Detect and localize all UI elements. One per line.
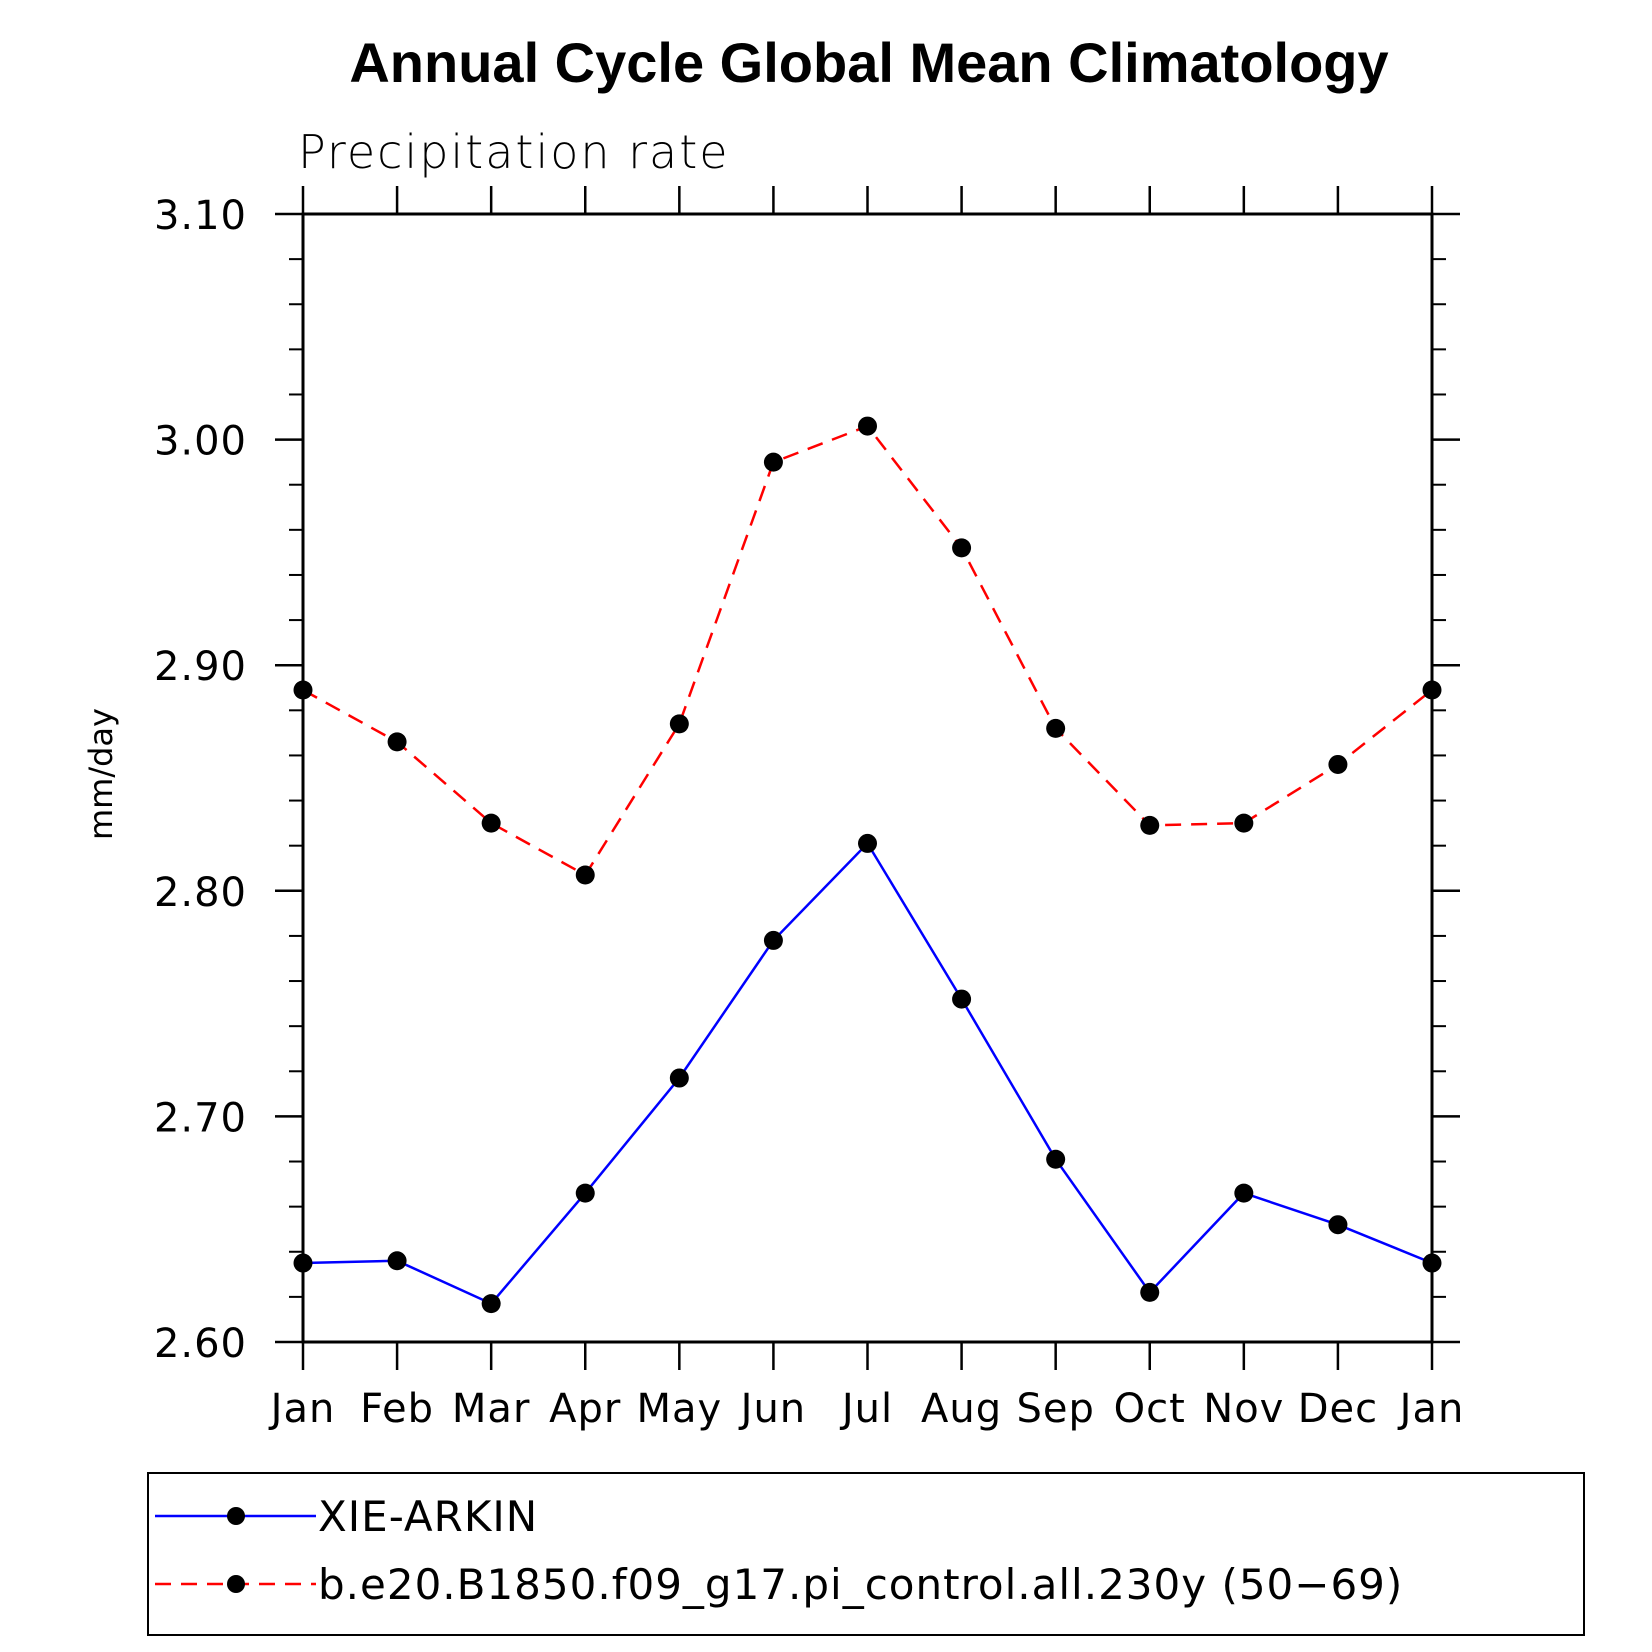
series-1-point: [763, 452, 783, 472]
chart-title: Annual Cycle Global Mean Climatology: [349, 31, 1388, 94]
series-1-point: [293, 680, 313, 700]
series-0-point: [387, 1251, 407, 1271]
series-0-point: [1046, 1149, 1066, 1169]
y-tick-label: 2.90: [154, 644, 247, 690]
series-1-point: [858, 416, 877, 436]
series-0-point: [1234, 1183, 1254, 1203]
tick-labels: Jan Feb Mar Apr May Jun Jul Aug Sep Oct Nov Dec Jan 2…: [154, 193, 1465, 1432]
series-0-point: [575, 1183, 595, 1203]
y-axis-label: mm/day: [82, 708, 120, 840]
x-tick-label: Jan: [1397, 1386, 1465, 1432]
y-tick-label: 2.70: [154, 1095, 247, 1141]
x-tick-label: Jan: [268, 1386, 336, 1432]
y-tick-label: 2.80: [154, 870, 247, 916]
y-tick-label: 2.60: [154, 1321, 247, 1367]
legend: XIE-ARKIN b.e20.B1850.f09_g17.pi_control…: [147, 1472, 1585, 1636]
y-tick-label: 3.10: [154, 193, 247, 239]
x-tick-label: Oct: [1114, 1386, 1186, 1432]
x-tick-label: Apr: [549, 1386, 621, 1432]
series-1-point: [575, 865, 595, 885]
legend-box: [147, 1472, 1585, 1636]
x-tick-label: Sep: [1016, 1386, 1094, 1432]
series-1-point: [1234, 813, 1254, 833]
chart-subtitle: Precipitation rate: [298, 125, 730, 179]
series-0-point: [858, 833, 877, 853]
plot-frame: [301, 212, 1434, 1344]
x-tick-label: Jul: [839, 1386, 893, 1432]
series-line-0: [302, 841, 1433, 1306]
series-group: [293, 416, 1442, 1314]
x-tick-label: Aug: [921, 1386, 1002, 1432]
series-1-point: [481, 813, 501, 833]
legend-marker-model: [227, 1575, 245, 1593]
series-0-point: [669, 1068, 689, 1088]
series-1-point: [387, 732, 407, 752]
series-1-point: [1328, 754, 1348, 774]
x-tick-label: Jun: [738, 1386, 807, 1432]
series-1-point: [1422, 680, 1442, 700]
x-tick-label: Feb: [360, 1386, 434, 1432]
legend-marker-xie-arkin: [227, 1507, 245, 1525]
series-1-point: [952, 538, 972, 558]
series-0-point: [1422, 1253, 1442, 1273]
x-tick-label: May: [636, 1386, 722, 1432]
series-0-point: [1140, 1282, 1160, 1302]
series-0-point: [293, 1253, 313, 1273]
series-line-1: [302, 424, 1433, 877]
series-1-point: [669, 714, 689, 734]
y-tick-label: 3.00: [154, 419, 247, 465]
legend-label-model: b.e20.B1850.f09_g17.pi_control.all.230y …: [318, 1560, 1403, 1609]
series-0-point: [1328, 1215, 1348, 1235]
series-0-point: [952, 989, 972, 1009]
ticks: [275, 186, 1460, 1370]
x-tick-label: Mar: [452, 1386, 530, 1432]
series-1-point: [1046, 718, 1066, 738]
x-tick-label: Dec: [1298, 1386, 1378, 1432]
x-tick-label: Nov: [1203, 1386, 1284, 1432]
legend-label-xie-arkin: XIE-ARKIN: [318, 1492, 538, 1541]
series-0-point: [481, 1294, 501, 1314]
series-0-point: [763, 930, 783, 950]
series-1-point: [1140, 815, 1160, 835]
